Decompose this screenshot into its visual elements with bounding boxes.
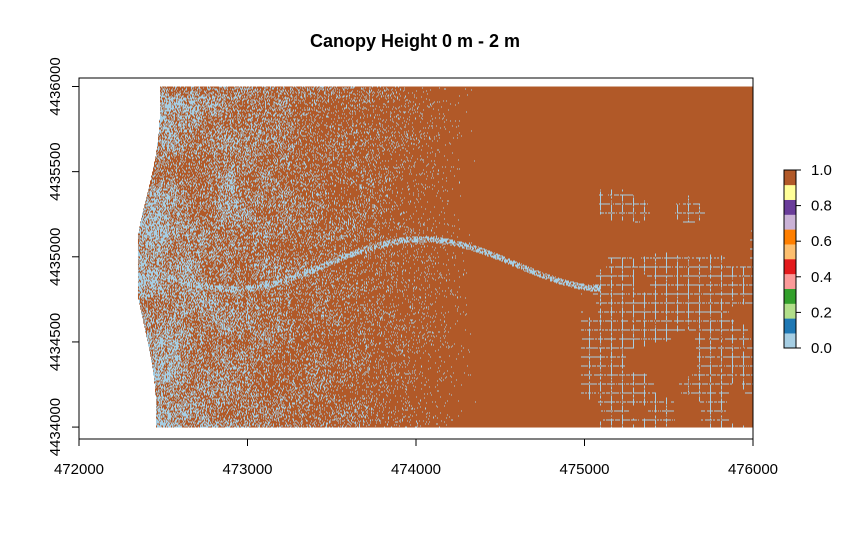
x-axis: 472000 473000 474000 475000 476000 [54,438,778,478]
x-tick-label: 474000 [391,461,441,478]
x-tick-label: 473000 [222,461,272,478]
legend-tick-label: 0.6 [811,233,832,250]
legend-color-swatch [784,229,796,245]
legend-color-swatch [784,288,796,304]
legend-tick-label: 0.0 [811,340,832,357]
legend-color-swatch [784,184,796,200]
chart-title: Canopy Height 0 m - 2 m [310,31,520,51]
legend-color-swatch [784,244,796,260]
x-tick-label: 476000 [728,461,778,478]
raster-layer [137,86,753,428]
x-tick-label: 475000 [559,461,609,478]
plot-area [78,77,754,440]
legend-tick-label: 0.2 [811,304,832,321]
y-tick-label: 4434000 [47,398,64,456]
y-tick-label: 4434500 [47,313,64,371]
legend-tick-label: 1.0 [811,162,832,179]
legend-tick-label: 0.4 [811,269,832,286]
legend-color-swatch [784,199,796,215]
canopy-raster-image [137,86,753,428]
y-tick-label: 4435000 [47,228,64,286]
legend-tick-label: 0.8 [811,198,832,215]
legend-color-swatch [784,333,796,349]
legend: 1.0 0.8 0.6 0.4 0.2 0.0 [783,162,832,357]
legend-color-swatch [784,303,796,319]
legend-color-swatch [784,259,796,275]
x-tick-label: 472000 [54,461,104,478]
legend-frame [783,169,797,349]
y-axis: 4434000 4434500 4435000 4435500 4436000 [47,57,80,456]
legend-color-swatch [784,273,796,289]
legend-color-swatch [784,214,796,230]
y-tick-label: 4435500 [47,142,64,200]
y-tick-label: 4436000 [47,57,64,115]
legend-color-swatch [784,170,796,186]
legend-color-swatch [784,318,796,334]
